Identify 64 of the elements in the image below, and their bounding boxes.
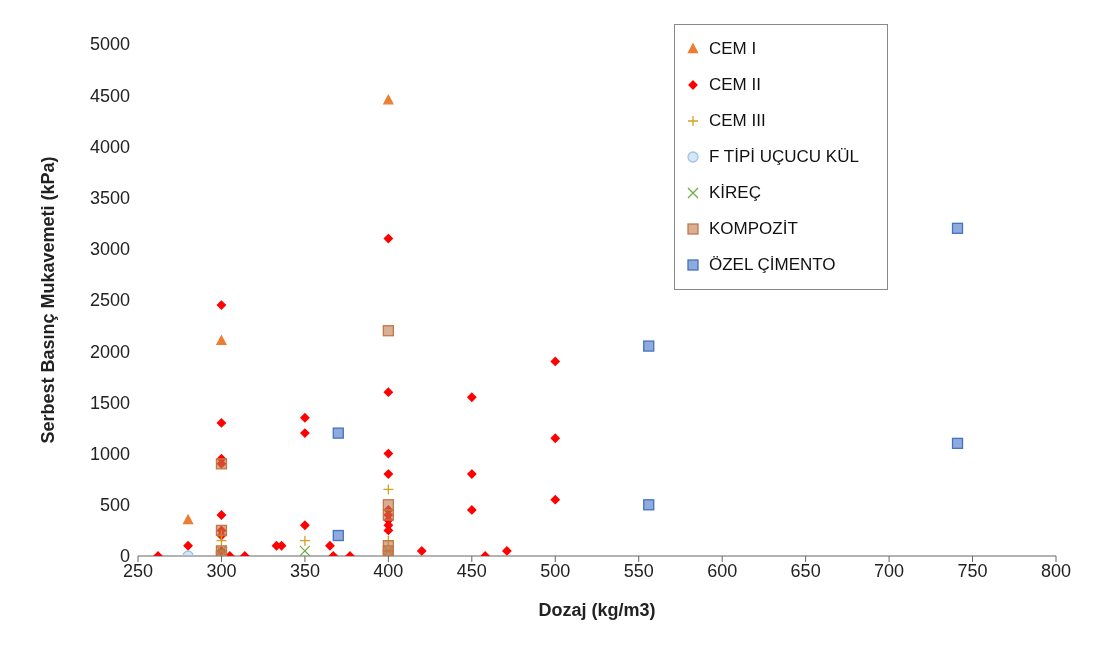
point bbox=[216, 335, 227, 346]
x-tick-label: 550 bbox=[623, 560, 654, 581]
legend-label: CEM III bbox=[709, 111, 766, 131]
y-tick-label: 4500 bbox=[89, 85, 130, 106]
y-tick-label: 2000 bbox=[89, 341, 130, 362]
y-tick-label: 1000 bbox=[89, 443, 130, 464]
point bbox=[643, 340, 655, 352]
point bbox=[467, 469, 477, 479]
legend-label: KİREÇ bbox=[709, 183, 761, 203]
point bbox=[300, 520, 310, 530]
point bbox=[299, 545, 311, 556]
point bbox=[550, 356, 560, 367]
point bbox=[550, 433, 560, 443]
legend-label: F TİPİ UÇUCU KÜL bbox=[709, 147, 859, 167]
point bbox=[417, 546, 427, 556]
point bbox=[182, 514, 194, 525]
x-tick-label: 600 bbox=[707, 560, 738, 581]
point bbox=[332, 529, 344, 542]
point bbox=[300, 428, 310, 438]
point bbox=[467, 392, 477, 402]
x-tick-label: 700 bbox=[874, 560, 905, 581]
x-tick-label: 450 bbox=[456, 560, 487, 581]
point bbox=[183, 541, 193, 551]
x-tick-label: 650 bbox=[790, 560, 821, 581]
point bbox=[216, 300, 227, 310]
point bbox=[299, 534, 311, 547]
point bbox=[383, 469, 394, 479]
point bbox=[383, 387, 394, 397]
x-tick-label: 300 bbox=[206, 560, 237, 581]
point bbox=[383, 233, 394, 244]
y-tick-label: 2500 bbox=[89, 290, 130, 311]
y-tick-label: 5000 bbox=[89, 34, 130, 55]
point bbox=[332, 427, 344, 439]
point bbox=[382, 483, 395, 496]
x-tick-label: 400 bbox=[373, 560, 404, 581]
point bbox=[502, 546, 512, 556]
point bbox=[550, 495, 560, 505]
point bbox=[325, 541, 335, 551]
legend-label: ÖZEL ÇİMENTO bbox=[709, 255, 836, 275]
legend-label: CEM I bbox=[709, 39, 757, 59]
point bbox=[382, 325, 395, 337]
y-tick-label: 3000 bbox=[89, 239, 130, 260]
x-tick-label: 750 bbox=[957, 560, 988, 581]
point bbox=[216, 510, 227, 520]
y-tick-label: 3500 bbox=[89, 187, 130, 208]
x-tick-label: 350 bbox=[289, 560, 320, 581]
y-tick-label: 4000 bbox=[89, 136, 130, 157]
point bbox=[951, 222, 964, 234]
y-tick-label: 500 bbox=[99, 495, 130, 516]
point bbox=[300, 413, 310, 423]
point bbox=[382, 534, 395, 547]
point bbox=[216, 418, 227, 428]
y-axis-title: Serbest Basınç Mukavemeti (kPa) bbox=[38, 156, 59, 444]
x-tick-label: 800 bbox=[1040, 560, 1072, 581]
point bbox=[467, 505, 477, 515]
point bbox=[383, 448, 394, 459]
x-tick-label: 500 bbox=[540, 560, 571, 581]
point bbox=[383, 94, 394, 105]
y-tick-label: 1500 bbox=[89, 392, 130, 413]
x-axis-title: Dozaj (kg/m3) bbox=[538, 600, 656, 620]
point bbox=[951, 437, 964, 450]
legend-label: CEM II bbox=[709, 75, 761, 95]
point bbox=[643, 499, 655, 511]
legend-label: KOMPOZİT bbox=[709, 219, 798, 239]
